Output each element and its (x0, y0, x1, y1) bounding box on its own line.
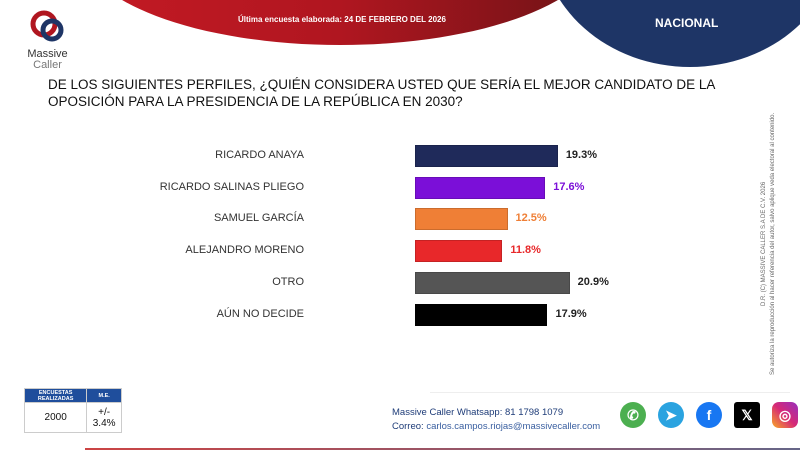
question-title: DE LOS SIGUIENTES PERFILES, ¿QUIÉN CONSI… (48, 77, 715, 109)
category-label: RICARDO SALINAS PLIEGO (159, 181, 304, 193)
bottom-line (85, 448, 800, 450)
chart-row: ALEJANDRO MORENO 11.8% (0, 240, 700, 262)
chart-row: RICARDO ANAYA 19.3% (0, 145, 700, 167)
value-label: 17.9% (555, 308, 587, 320)
logo-icon (30, 10, 63, 42)
bar (415, 272, 570, 294)
chart-row: SAMUEL GARCÍA 12.5% (0, 208, 700, 230)
chart-row: OTRO 20.9% (0, 272, 700, 294)
bar (415, 208, 508, 230)
survey-date: Última encuesta elaborada: 24 DE FEBRERO… (238, 15, 446, 24)
x-icon[interactable]: 𝕏 (734, 402, 760, 428)
chart-row: RICARDO SALINAS PLIEGO 17.6% (0, 177, 700, 199)
category-label: AÚN NO DECIDE (216, 308, 304, 320)
value-label: 20.9% (577, 276, 609, 288)
chart-row: AÚN NO DECIDE 17.9% (0, 304, 700, 326)
category-label: ALEJANDRO MORENO (185, 244, 304, 256)
social-icons: ✆ ➤ f 𝕏 ◎ (620, 402, 798, 428)
bar (415, 177, 546, 199)
header-surveys: ENCUESTAS REALIZADAS (23, 388, 88, 403)
copyright-notice: D.R. (C) MASSIVE CALLER S.A DE C.V. 2026… (761, 112, 776, 375)
bar (415, 304, 548, 326)
category-label: SAMUEL GARCÍA (213, 212, 304, 224)
header-blue-circle (540, 0, 800, 67)
divider (430, 392, 790, 393)
instagram-icon[interactable]: ◎ (772, 402, 798, 428)
contact-info: Massive Caller Whatsapp: 81 1798 1079 Co… (392, 407, 601, 432)
margin-error: +/- 3.4% (86, 402, 122, 433)
value-label: 19.3% (565, 149, 598, 161)
value-label: 11.8% (510, 244, 541, 256)
email-link[interactable]: carlos.campos.riojas@massivecaller.com (426, 421, 601, 432)
bar (415, 240, 503, 262)
header-margin: M.E. (86, 388, 122, 403)
value-label: 17.6% (553, 181, 585, 193)
category-label: OTRO (272, 276, 304, 288)
telegram-icon[interactable]: ➤ (658, 402, 684, 428)
whatsapp-icon[interactable]: ✆ (620, 402, 646, 428)
facebook-icon[interactable]: f (696, 402, 722, 428)
region-label: NACIONAL (655, 16, 719, 30)
logo: Massive Caller (20, 8, 75, 71)
surveys-count: 2000 (23, 402, 88, 433)
whatsapp-number[interactable]: 81 1798 1079 (505, 407, 564, 418)
value-label: 12.5% (515, 212, 547, 224)
stats-table: ENCUESTAS REALIZADAS M.E. 2000 +/- 3.4% (23, 388, 122, 433)
category-label: RICARDO ANAYA (215, 149, 304, 161)
bar (415, 145, 558, 167)
